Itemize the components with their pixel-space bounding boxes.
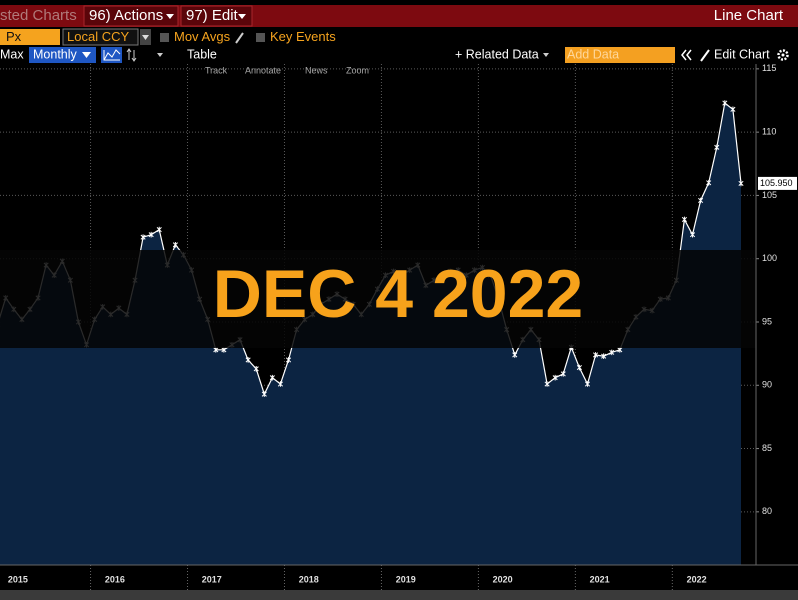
overlay-text: DEC 4 2022 bbox=[213, 256, 583, 332]
gear bbox=[777, 49, 789, 61]
checkbox-label: Key Events bbox=[270, 29, 336, 44]
currency-label: Local CCY bbox=[67, 29, 129, 44]
chart-tool[interactable]: Zoom bbox=[346, 65, 369, 75]
x-tick-label: 2019 bbox=[396, 574, 416, 584]
dropdown-arrow bbox=[238, 14, 246, 19]
field-label: Px bbox=[6, 29, 22, 44]
data-point bbox=[681, 216, 687, 223]
button-label: 97) Edit bbox=[186, 7, 239, 24]
frequency-box[interactable] bbox=[29, 47, 96, 63]
data-point bbox=[730, 106, 736, 113]
x-tick-label: 2015 bbox=[8, 574, 28, 584]
y-tick-label: 90 bbox=[762, 380, 772, 390]
button-label: 96) Actions bbox=[89, 7, 163, 24]
table-button[interactable]: Table bbox=[187, 47, 217, 61]
y-tick-label: 105 bbox=[762, 190, 777, 200]
data-point bbox=[584, 381, 591, 387]
x-tick-label: 2021 bbox=[590, 574, 610, 584]
last-price-label: 105.950 bbox=[760, 178, 793, 188]
sort-icon[interactable] bbox=[126, 48, 137, 62]
edit-button[interactable]: 97) Edit bbox=[180, 5, 253, 27]
related-data-button[interactable]: + Related Data bbox=[455, 47, 539, 61]
data-point bbox=[593, 352, 599, 358]
data-point bbox=[689, 231, 696, 238]
overlay-band bbox=[0, 250, 756, 348]
data-point bbox=[148, 231, 154, 238]
data-point bbox=[172, 241, 178, 248]
y-tick-label: 115 bbox=[762, 63, 776, 73]
chart-tool[interactable]: Track bbox=[205, 65, 228, 75]
x-tick-label: 2020 bbox=[493, 574, 513, 584]
y-tick-label: 85 bbox=[762, 443, 772, 453]
dropdown-arrow bbox=[82, 52, 91, 58]
data-point bbox=[512, 352, 518, 358]
button-frame bbox=[83, 5, 179, 27]
button-frame bbox=[180, 5, 253, 27]
x-tick-label: 2016 bbox=[105, 574, 125, 584]
data-point bbox=[245, 357, 251, 363]
currency-box[interactable] bbox=[62, 28, 139, 46]
data-point bbox=[261, 391, 267, 397]
chart-type-icon bbox=[103, 49, 121, 61]
data-point bbox=[253, 366, 259, 372]
data-point bbox=[277, 381, 283, 387]
dropdown-arrow[interactable] bbox=[157, 53, 163, 57]
range-label[interactable]: Max bbox=[0, 47, 24, 61]
dropdown-arrow bbox=[166, 14, 174, 19]
checkbox[interactable] bbox=[256, 33, 265, 42]
data-point bbox=[156, 226, 162, 233]
x-tick-label: 2018 bbox=[299, 574, 319, 584]
data-point bbox=[560, 371, 566, 377]
view-name: Line Chart bbox=[714, 7, 784, 24]
dropdown-arrow bbox=[142, 35, 149, 40]
plot-area bbox=[0, 64, 756, 565]
y-tick-label: 100 bbox=[762, 253, 777, 263]
data-point bbox=[552, 374, 558, 381]
data-point bbox=[601, 353, 607, 359]
data-point bbox=[140, 234, 146, 240]
data-point bbox=[576, 364, 582, 371]
chart-tool[interactable]: News bbox=[305, 65, 328, 75]
gear-hub bbox=[781, 53, 785, 57]
frequency-label: Monthly bbox=[33, 47, 78, 61]
data-point bbox=[714, 144, 720, 151]
y-tick-label: 80 bbox=[762, 506, 772, 516]
y-tick-label: 95 bbox=[762, 316, 772, 326]
input-placeholder: Add Data bbox=[567, 47, 619, 61]
data-point bbox=[738, 180, 744, 187]
x-tick-label: 2017 bbox=[202, 574, 222, 584]
checkbox-label: Mov Avgs bbox=[174, 29, 231, 44]
dropdown-arrow bbox=[543, 53, 549, 57]
status-bar bbox=[0, 590, 798, 600]
data-point bbox=[285, 357, 292, 363]
chart-tool[interactable]: Annotate bbox=[245, 65, 281, 75]
data-point bbox=[722, 100, 728, 106]
data-point bbox=[706, 179, 712, 186]
pencil-icon bbox=[700, 49, 710, 62]
x-tick-label: 2022 bbox=[687, 574, 707, 584]
last-price-box bbox=[758, 176, 797, 190]
window-title: sted Charts bbox=[0, 7, 77, 24]
data-point bbox=[698, 197, 704, 204]
y-tick-label: 110 bbox=[762, 127, 776, 137]
checkbox[interactable] bbox=[160, 33, 169, 42]
data-point bbox=[544, 381, 550, 387]
collapse-icon[interactable] bbox=[681, 49, 692, 61]
axes: 80 85 90 95 100 105 110 115 2015 2016 2017 2018 2019… bbox=[0, 63, 798, 590]
field-box[interactable] bbox=[0, 29, 60, 45]
data-point bbox=[269, 374, 275, 381]
pencil-icon[interactable] bbox=[235, 32, 244, 44]
data-point bbox=[609, 349, 615, 356]
add-data-input[interactable] bbox=[565, 47, 675, 63]
settings-icon[interactable] bbox=[777, 49, 789, 61]
edit-chart-button[interactable]: Edit Chart bbox=[714, 47, 770, 61]
actions-button[interactable]: 96) Actions bbox=[83, 5, 179, 27]
